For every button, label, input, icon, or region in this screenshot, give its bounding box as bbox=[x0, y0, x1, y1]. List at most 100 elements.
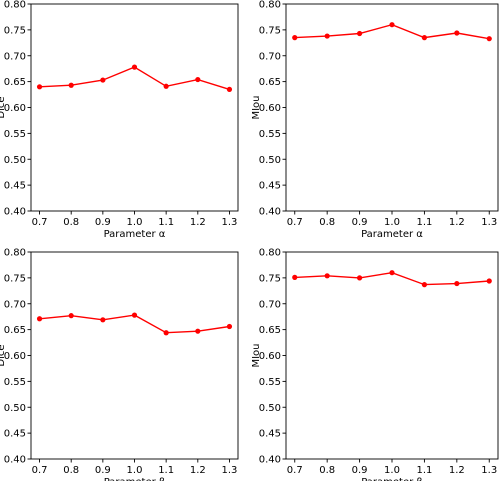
y-tick-label: 0.50 bbox=[259, 403, 281, 414]
y-tick-label: 0.80 bbox=[259, 0, 281, 11]
x-tick-label: 0.7 bbox=[287, 465, 303, 476]
data-point bbox=[356, 30, 363, 37]
x-tick-label: 1.1 bbox=[416, 217, 432, 228]
y-tick-label: 0.45 bbox=[4, 181, 26, 192]
y-tick-label: 0.40 bbox=[259, 207, 281, 218]
y-tick-label: 0.60 bbox=[4, 351, 26, 362]
x-axis-label: Parameter α bbox=[361, 229, 423, 240]
x-axis-label: Parameter β bbox=[104, 477, 166, 481]
x-tick-label: 0.8 bbox=[319, 217, 335, 228]
y-tick-label: 0.80 bbox=[4, 248, 26, 259]
y-tick-label: 0.60 bbox=[4, 103, 26, 114]
y-tick-label: 0.45 bbox=[4, 429, 26, 440]
y-tick-label: 0.50 bbox=[259, 155, 281, 166]
data-point bbox=[454, 280, 460, 287]
x-tick-label: 0.7 bbox=[32, 465, 48, 476]
y-tick-label: 0.70 bbox=[259, 299, 281, 310]
plot-area-frame bbox=[30, 3, 239, 212]
y-tick-label: 0.75 bbox=[259, 25, 281, 36]
data-point bbox=[389, 270, 395, 276]
y-tick-label: 0.50 bbox=[4, 155, 26, 166]
y-tick-label: 0.50 bbox=[4, 403, 26, 414]
x-tick-label: 1.1 bbox=[158, 465, 174, 476]
data-point bbox=[292, 35, 298, 41]
data-point bbox=[421, 35, 428, 41]
y-tick-label: 0.40 bbox=[4, 455, 26, 466]
data-point bbox=[226, 86, 233, 92]
series-line bbox=[39, 66, 230, 91]
y-tick-label: 0.70 bbox=[4, 51, 26, 62]
chart-panel-4: 0.40 0.45 0.50 0.55 0.60 0.65 0.70 0.75 0.80 0.7 0… bbox=[251, 248, 499, 481]
y-tick-label: 0.80 bbox=[4, 0, 26, 11]
x-axis-label: Parameter β bbox=[361, 477, 423, 481]
data-point bbox=[486, 278, 492, 284]
x-tick-label: 0.8 bbox=[63, 217, 79, 228]
x-tick-label: 1.3 bbox=[222, 465, 238, 476]
y-tick-label: 0.55 bbox=[259, 129, 281, 140]
x-tick-label: 1.2 bbox=[190, 465, 206, 476]
y-tick-label: 0.55 bbox=[4, 129, 26, 140]
y-tick-label: 0.40 bbox=[4, 207, 26, 218]
y-tick-label: 0.60 bbox=[259, 351, 281, 362]
y-tick-label: 0.45 bbox=[259, 181, 281, 192]
y-tick-label: 0.45 bbox=[259, 429, 281, 440]
data-point bbox=[195, 76, 201, 83]
y-tick-label: 0.75 bbox=[259, 273, 281, 284]
x-tick-label: 0.9 bbox=[95, 217, 111, 228]
x-tick-label: 0.7 bbox=[287, 217, 303, 228]
y-tick-label: 0.65 bbox=[4, 325, 26, 336]
y-tick-label: 0.70 bbox=[259, 51, 281, 62]
y-tick-label: 0.65 bbox=[259, 77, 281, 88]
data-point bbox=[486, 36, 492, 42]
x-tick-label: 1.0 bbox=[384, 465, 400, 476]
data-point bbox=[68, 313, 74, 319]
x-tick-label: 1.2 bbox=[190, 217, 206, 228]
x-tick-label: 1.0 bbox=[127, 217, 143, 228]
y-axis-label: Dice bbox=[0, 344, 7, 366]
x-tick-label: 1.1 bbox=[416, 465, 432, 476]
data-point bbox=[195, 328, 201, 334]
chart-panel-2: 0.40 0.45 0.50 0.55 0.60 0.65 0.70 0.75 0.80 0.7 0… bbox=[251, 0, 499, 240]
data-point bbox=[36, 84, 43, 90]
x-tick-label: 1.2 bbox=[449, 465, 465, 476]
x-tick-label: 1.3 bbox=[222, 217, 238, 228]
data-point bbox=[163, 83, 169, 89]
data-point bbox=[226, 323, 233, 330]
y-tick-label: 0.65 bbox=[259, 325, 281, 336]
data-point bbox=[36, 316, 43, 322]
x-tick-label: 1.0 bbox=[384, 217, 400, 228]
data-point bbox=[324, 273, 330, 279]
x-tick-label: 0.9 bbox=[352, 465, 368, 476]
data-point bbox=[100, 77, 106, 83]
data-point bbox=[421, 282, 428, 288]
chart-panel-1: 0.40 0.45 0.50 0.55 0.60 0.65 0.70 0.75 0.80 0.7 0… bbox=[0, 0, 239, 240]
x-tick-label: 1.1 bbox=[158, 217, 174, 228]
data-point bbox=[100, 317, 106, 323]
data-point bbox=[163, 330, 169, 336]
y-axis-label: Dice bbox=[0, 96, 7, 118]
x-tick-label: 0.7 bbox=[32, 217, 48, 228]
y-axis-label: MIou bbox=[251, 95, 262, 119]
data-point bbox=[68, 82, 74, 88]
y-tick-label: 0.55 bbox=[4, 377, 26, 388]
data-point bbox=[389, 22, 395, 28]
y-tick-label: 0.65 bbox=[4, 77, 26, 88]
x-tick-label: 1.3 bbox=[481, 217, 497, 228]
series-line bbox=[39, 314, 230, 334]
x-tick-label: 0.9 bbox=[95, 465, 111, 476]
x-tick-label: 1.2 bbox=[449, 217, 465, 228]
chart-panel-3: 0.40 0.45 0.50 0.55 0.60 0.65 0.70 0.75 0.80 0.7 0… bbox=[0, 248, 239, 481]
x-axis-label: Parameter α bbox=[104, 229, 166, 240]
x-tick-label: 0.8 bbox=[319, 465, 335, 476]
y-tick-label: 0.75 bbox=[4, 25, 26, 36]
data-point bbox=[454, 30, 460, 36]
data-point bbox=[356, 275, 363, 281]
x-tick-label: 0.9 bbox=[352, 217, 368, 228]
y-axis-label: MIou bbox=[251, 343, 262, 367]
plot-area-frame bbox=[30, 251, 239, 460]
x-tick-label: 1.0 bbox=[127, 465, 143, 476]
y-tick-label: 0.80 bbox=[259, 248, 281, 259]
x-tick-label: 1.3 bbox=[481, 465, 497, 476]
y-tick-label: 0.75 bbox=[4, 273, 26, 284]
